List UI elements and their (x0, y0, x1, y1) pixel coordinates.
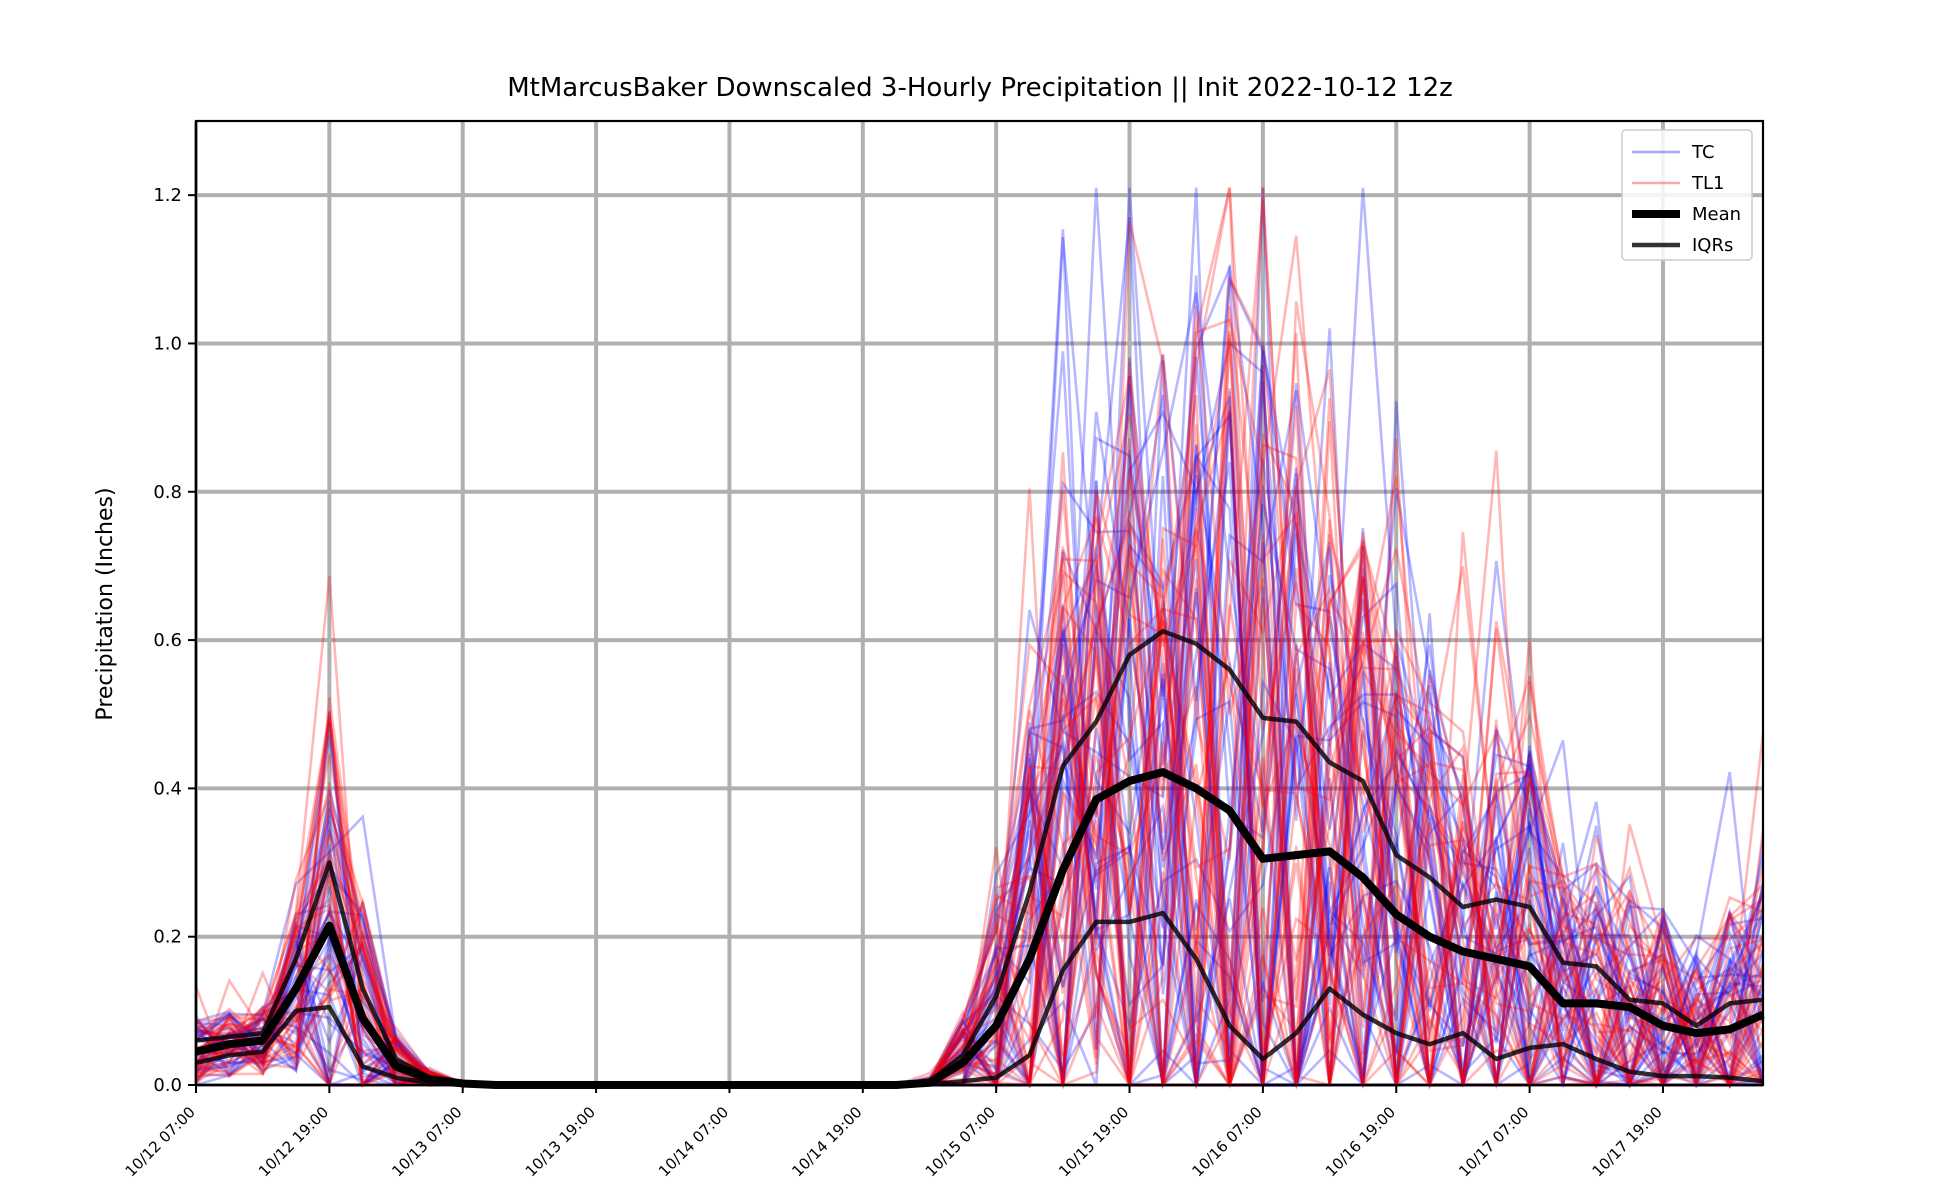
legend-box (1621, 129, 1753, 261)
y-tick-label: 0.0 (153, 1075, 182, 1096)
legend-label: Mean (1692, 204, 1741, 225)
y-tick-label: 0.2 (153, 927, 182, 948)
legend-label: TL1 (1691, 173, 1724, 194)
y-tick-label: 1.2 (153, 185, 182, 206)
y-tick-label: 0.4 (153, 778, 182, 799)
y-tick-label: 0.6 (153, 630, 182, 651)
y-tick-label: 0.8 (153, 482, 182, 503)
legend: TC TL1 Mean IQRs (1621, 129, 1753, 261)
y-axis-label: Precipitation (Inches) (93, 487, 118, 720)
legend-label: IQRs (1692, 235, 1733, 256)
y-tick-label: 1.0 (153, 333, 182, 354)
legend-label: TC (1691, 142, 1715, 163)
plot-frame (194, 119, 1765, 1087)
chart-title: MtMarcusBaker Downscaled 3-Hourly Precip… (507, 73, 1453, 103)
